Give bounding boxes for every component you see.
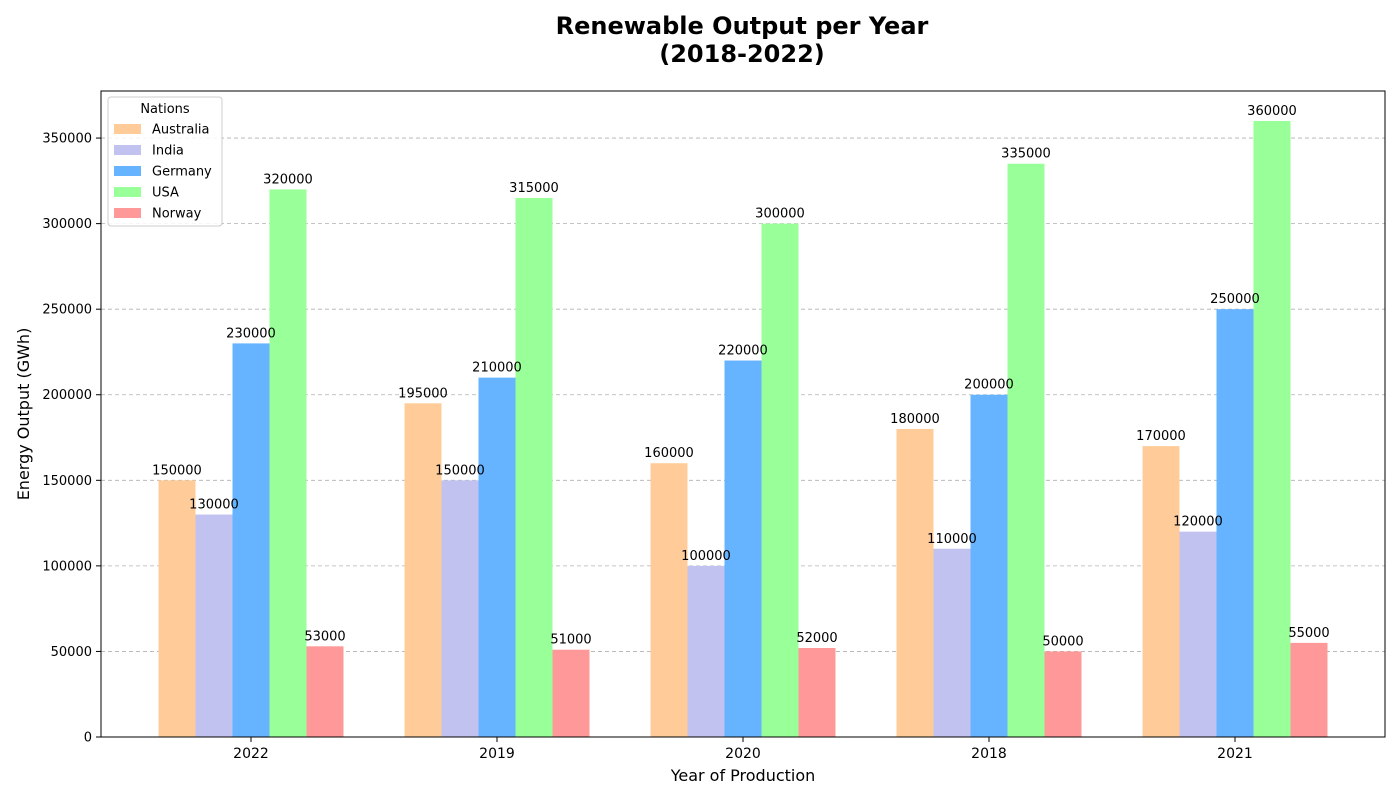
x-tick-label: 2019	[479, 746, 515, 762]
bar-germany-2021	[1216, 309, 1254, 737]
bar-germany-2020	[724, 360, 762, 737]
plot-frame	[100, 90, 1386, 738]
bar-norway-2018	[1044, 651, 1082, 737]
x-axis-label: Year of Production	[670, 766, 816, 785]
chart-title-line-1: Renewable Output per Year	[556, 12, 929, 40]
y-tick-label: 100000	[42, 559, 92, 574]
data-label: 160000	[644, 446, 694, 461]
x-axis-ticks: 2022 2019 2020 2018 2021	[233, 737, 1253, 762]
data-labels: 150000 195000 160000 180000 170000 130000 1500…	[152, 104, 1330, 649]
bar-india-2020	[687, 565, 725, 737]
legend: Nations Australia India Germany USA Norway	[107, 96, 223, 227]
data-label: 220000	[718, 344, 768, 359]
data-label: 55000	[1288, 626, 1329, 641]
y-tick-label: 200000	[42, 388, 92, 403]
chart-title-line-2: (2018-2022)	[659, 40, 825, 68]
bar-usa-2020	[761, 223, 799, 738]
data-label: 150000	[152, 463, 202, 478]
bar-germany-2018	[970, 394, 1008, 737]
bar-india-2022	[195, 514, 233, 737]
x-tick-label: 2022	[233, 746, 269, 762]
bar-india-2018	[933, 548, 971, 737]
bar-usa-2021	[1253, 120, 1291, 737]
data-label: 250000	[1210, 292, 1260, 307]
bar-germany-2022	[232, 343, 270, 737]
y-axis-label: Energy Output (GWh)	[14, 328, 33, 501]
y-axis-ticks: 0 50000 100000 150000 200000 250000 300000 3500…	[42, 132, 101, 746]
y-tick-label: 250000	[42, 303, 92, 318]
legend-item-germany: Germany	[152, 165, 212, 180]
legend-swatch-australia	[114, 124, 141, 134]
bar-norway-2022	[306, 646, 344, 737]
bar-australia-2020	[650, 463, 688, 737]
x-tick-label: 2020	[725, 746, 761, 762]
x-tick-label: 2021	[1217, 746, 1253, 762]
data-label: 52000	[796, 631, 837, 646]
data-label: 100000	[681, 549, 731, 564]
legend-swatch-india	[114, 145, 141, 155]
legend-item-australia: Australia	[152, 123, 210, 138]
bar-india-2021	[1179, 531, 1217, 737]
bar-norway-2019	[552, 649, 590, 737]
bar-australia-2018	[896, 428, 934, 737]
y-tick-label: 0	[84, 731, 92, 746]
data-label: 180000	[890, 412, 940, 427]
bar-usa-2018	[1007, 163, 1045, 738]
data-label: 360000	[1247, 104, 1297, 119]
bar-india-2019	[441, 480, 479, 737]
x-tick-label: 2018	[971, 746, 1007, 762]
data-label: 130000	[189, 498, 239, 513]
data-label: 210000	[472, 361, 522, 376]
legend-item-usa: USA	[152, 186, 179, 201]
y-tick-label: 150000	[42, 474, 92, 489]
legend-item-norway: Norway	[152, 207, 202, 222]
bars	[158, 120, 1328, 738]
data-label: 170000	[1136, 429, 1186, 444]
legend-item-india: India	[152, 144, 184, 159]
y-tick-label: 350000	[42, 132, 92, 147]
bar-usa-2019	[515, 197, 553, 738]
data-label: 320000	[263, 172, 313, 187]
bar-norway-2021	[1290, 642, 1328, 737]
legend-swatch-usa	[114, 187, 141, 197]
data-label: 120000	[1173, 515, 1223, 530]
data-label: 50000	[1042, 634, 1083, 649]
bar-germany-2019	[478, 377, 516, 737]
bar-norway-2020	[798, 648, 836, 737]
bar-australia-2022	[158, 480, 196, 737]
data-label: 53000	[304, 629, 345, 644]
data-label: 51000	[550, 633, 591, 648]
data-label: 300000	[755, 207, 805, 222]
y-tick-label: 300000	[42, 217, 92, 232]
y-tick-label: 50000	[51, 645, 92, 660]
bar-usa-2022	[269, 189, 307, 738]
data-label: 230000	[226, 326, 276, 341]
data-label: 335000	[1001, 147, 1051, 162]
legend-swatch-germany	[114, 166, 141, 176]
legend-title: Nations	[140, 102, 190, 117]
data-label: 200000	[964, 378, 1014, 393]
data-label: 195000	[398, 386, 448, 401]
bar-australia-2019	[404, 403, 442, 737]
data-label: 150000	[435, 463, 485, 478]
data-label: 315000	[509, 181, 559, 196]
legend-swatch-norway	[114, 208, 141, 218]
data-label: 110000	[927, 532, 977, 547]
bar-australia-2021	[1142, 446, 1180, 737]
